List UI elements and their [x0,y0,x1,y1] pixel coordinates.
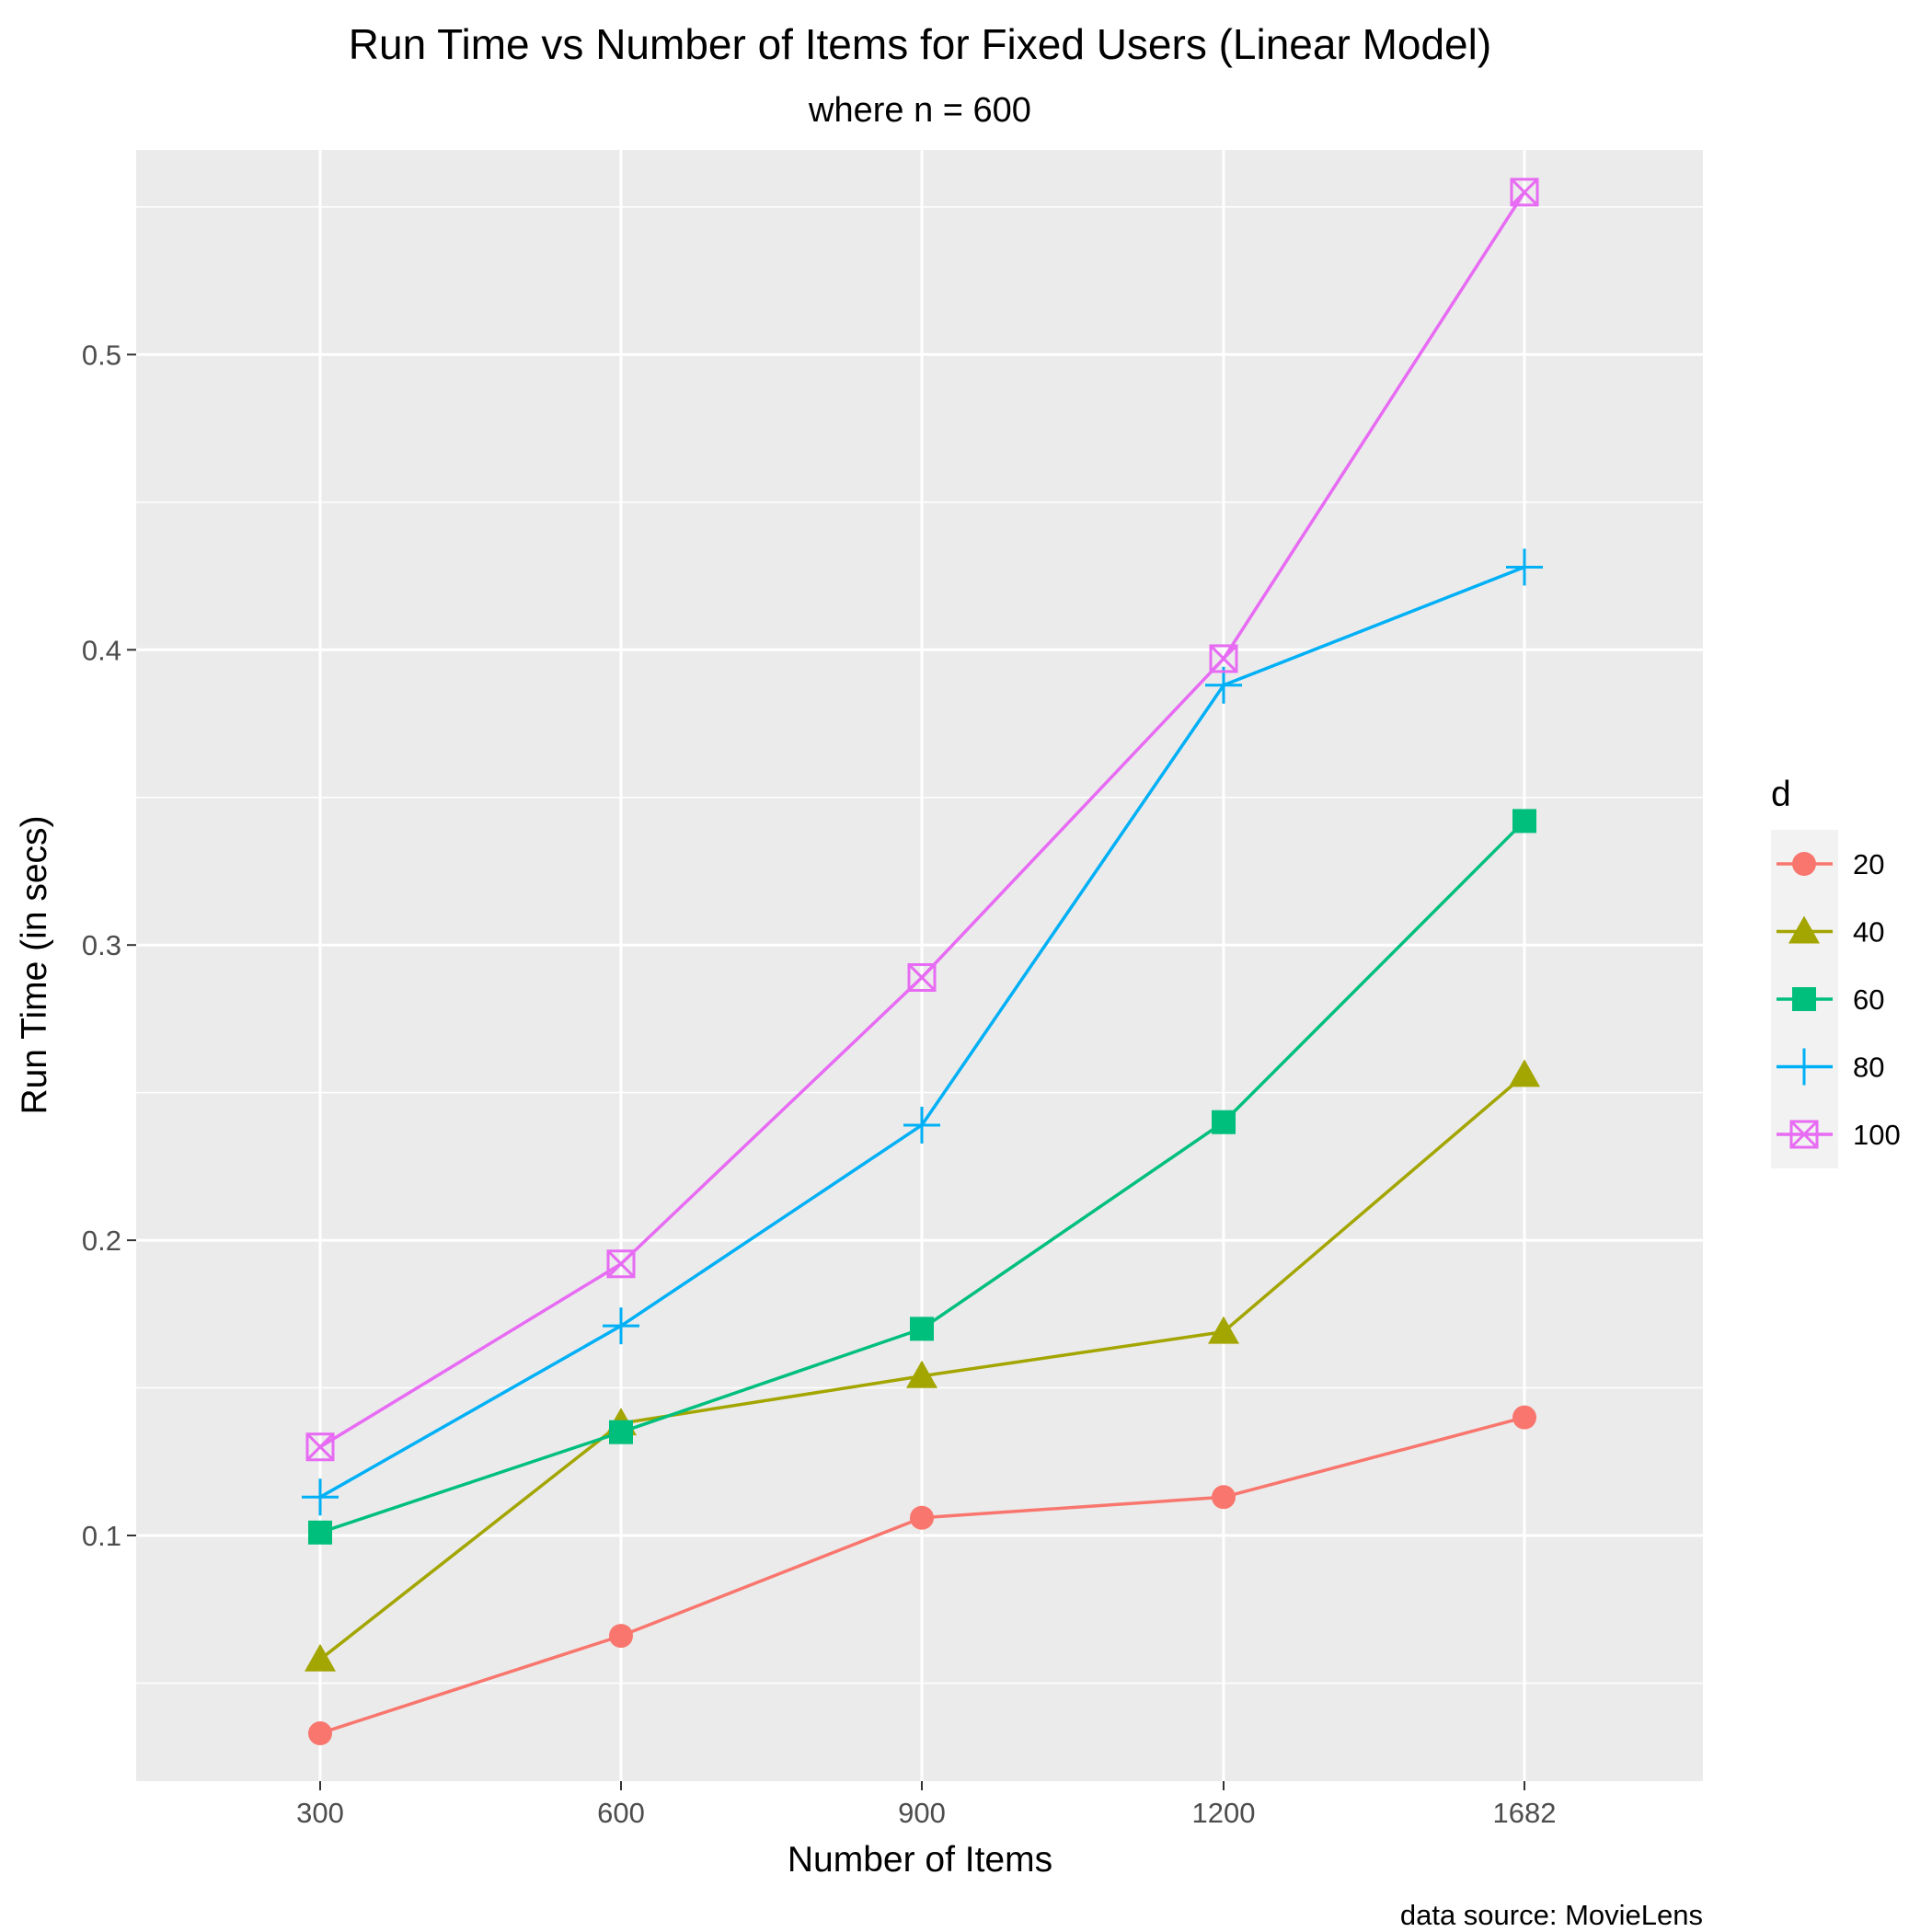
data-point-40 [1208,1316,1239,1344]
legend-item-60: 60 [1777,983,1884,1016]
data-point-20 [308,1721,332,1746]
legend-label: 80 [1853,1052,1884,1084]
data-point-20 [1212,1485,1236,1510]
legend-item-100: 100 [1777,1119,1901,1151]
data-point-20 [1512,1405,1536,1430]
legend-key-marker [1786,1048,1823,1086]
legend: d 20 40 60 80 100 [1771,775,1901,1168]
x-tick-label: 1682 [1493,1797,1557,1829]
legend-label: 40 [1853,916,1884,949]
data-point-20 [609,1624,633,1649]
legend-label: 60 [1853,983,1884,1016]
chart-subtitle: where n = 600 [808,91,1031,130]
x-tick-label: 600 [597,1797,645,1829]
legend-key-marker [1789,1120,1819,1149]
legend-items: 20 40 60 80 100 [1777,848,1901,1151]
chart-caption: data source: MovieLens [1400,1899,1703,1931]
legend-item-40: 40 [1777,915,1884,949]
y-tick-label: 0.2 [82,1225,121,1257]
data-point-100 [907,962,937,992]
data-point-80 [1205,666,1242,704]
data-point-20 [910,1505,934,1530]
legend-title: d [1771,775,1791,814]
legend-label: 20 [1853,848,1884,880]
data-point-60 [308,1520,332,1545]
legend-key-marker [1792,987,1816,1011]
data-point-60 [1512,809,1536,834]
chart-title: Run Time vs Number of Items for Fixed Us… [349,20,1491,68]
y-axis-title: Run Time (in secs) [15,815,54,1114]
data-point-60 [609,1420,633,1444]
data-point-80 [302,1478,339,1516]
legend-label: 100 [1853,1119,1901,1151]
series-60 [308,809,1536,1545]
data-point-80 [603,1307,639,1345]
legend-item-20: 20 [1777,848,1884,880]
series-100 [305,178,1539,1462]
data-point-80 [1506,548,1543,586]
data-point-60 [1212,1110,1236,1134]
legend-key-marker [1792,852,1816,876]
y-tick-label: 0.1 [82,1520,121,1552]
data-point-40 [906,1360,937,1388]
series-layer [302,178,1543,1746]
y-tick-label: 0.4 [82,634,121,666]
y-tick-label: 0.5 [82,339,121,371]
series-20 [308,1405,1536,1746]
x-tick-label: 900 [898,1797,946,1829]
data-point-100 [1209,644,1238,673]
y-tick-label: 0.3 [82,929,121,961]
axes-layer: 0.1 0.2 0.3 0.4 0.5 300 600 900 1200 1682 [82,339,1557,1829]
data-point-40 [1509,1059,1540,1087]
series-80 [302,548,1543,1516]
data-point-100 [606,1249,636,1279]
data-point-80 [903,1106,940,1144]
data-point-100 [1510,178,1539,207]
data-point-40 [305,1643,336,1672]
data-point-100 [305,1432,335,1462]
legend-item-80: 80 [1777,1048,1884,1086]
x-tick-label: 1200 [1192,1797,1256,1829]
data-point-60 [910,1317,934,1341]
legend-key-marker [1788,915,1820,944]
x-axis-title: Number of Items [788,1840,1052,1880]
x-tick-label: 300 [296,1797,344,1829]
